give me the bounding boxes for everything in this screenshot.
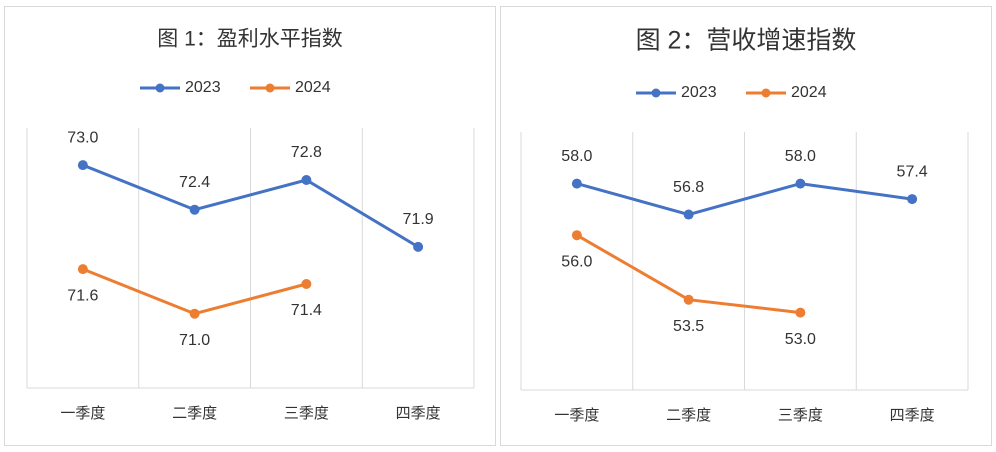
point <box>77 160 88 171</box>
x-tick-label: 三季度 <box>778 407 823 424</box>
series-line <box>82 267 307 316</box>
data-label: 53.5 <box>673 318 704 335</box>
data-label: 72.8 <box>291 144 322 161</box>
panel-border <box>4 6 496 446</box>
data-label: 58.0 <box>561 148 592 165</box>
x-tick-label: 二季度 <box>172 405 217 422</box>
data-label: 53.0 <box>785 331 816 348</box>
legend-label: 2024 <box>295 79 331 96</box>
data-label: 71.6 <box>67 287 98 304</box>
legend-label: 2023 <box>681 84 717 101</box>
point <box>683 294 694 305</box>
data-label: 71.9 <box>403 211 434 228</box>
point <box>189 308 200 319</box>
point <box>907 194 918 205</box>
data-label: 73.0 <box>67 129 98 146</box>
x-tick-label: 一季度 <box>554 407 599 424</box>
data-label: 56.0 <box>561 253 592 270</box>
data-label: 58.0 <box>785 148 816 165</box>
point <box>683 209 694 220</box>
legend-marker <box>155 83 165 93</box>
point <box>301 279 312 289</box>
legend-marker <box>265 83 275 93</box>
point <box>189 204 200 215</box>
x-tick-label: 一季度 <box>60 405 105 422</box>
chart-title: 图 2：营收增速指数 <box>636 27 857 55</box>
data-label: 71.4 <box>291 302 322 319</box>
point <box>413 241 424 252</box>
series-line <box>82 163 419 249</box>
x-tick-label: 四季度 <box>890 407 935 424</box>
legend-marker <box>651 88 661 98</box>
legend-label: 2024 <box>791 84 827 101</box>
x-tick-label: 二季度 <box>666 407 711 424</box>
data-label: 71.0 <box>179 332 210 349</box>
x-tick-label: 四季度 <box>396 405 441 422</box>
point <box>795 178 806 189</box>
data-label: 72.4 <box>179 174 210 191</box>
point <box>77 264 88 275</box>
data-label: 56.8 <box>673 179 704 196</box>
series-line <box>576 182 913 217</box>
point <box>301 175 312 185</box>
data-label: 57.4 <box>897 163 928 180</box>
legend-label: 2023 <box>185 79 221 96</box>
panel-border <box>500 6 992 446</box>
point <box>571 230 582 241</box>
point <box>571 178 582 189</box>
x-tick-label: 三季度 <box>284 405 329 422</box>
point <box>795 307 806 318</box>
legend-marker <box>761 88 771 98</box>
chart-title: 图 1：盈利水平指数 <box>157 28 343 51</box>
